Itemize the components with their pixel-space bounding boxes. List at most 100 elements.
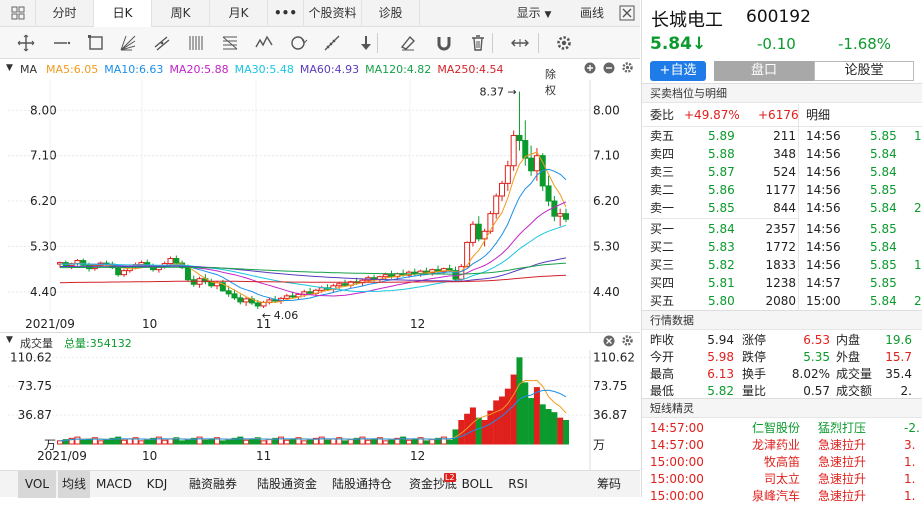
volume-header: ▼ 成交量 总量:354132 [0,332,640,350]
indicator-tab[interactable]: RSI [508,477,528,491]
volume-bar [312,437,319,445]
orderbook-level-label: 买五 [650,294,675,308]
quote-value: 0.57 [803,384,830,398]
trade-time: 14:56 [806,222,841,236]
indicator-tab[interactable]: 均线 [58,471,90,498]
volume-bar [155,436,162,445]
alert-stock-name[interactable]: 牧高笛 [763,455,800,469]
volume-bar [400,436,407,445]
eraser-icon[interactable] [398,33,418,53]
tab-intraday[interactable]: 分时 [36,0,94,27]
close-drawing-button[interactable] [614,0,640,27]
indicator-tab[interactable]: KDJ [146,477,168,491]
alert-stock-name[interactable]: 龙津药业 [751,438,800,452]
crosshair-icon[interactable] [16,33,36,53]
tab-more[interactable]: ••• [268,0,304,27]
lock-icon[interactable] [510,33,530,53]
candle [196,276,203,288]
indicator-settings-icon[interactable] [621,334,634,350]
tab-profile[interactable]: 个股资料 [304,0,362,27]
volume-bar [144,439,151,445]
alert-stock-name[interactable]: 仁智股份 [751,421,800,435]
close-indicator-icon[interactable] [603,335,615,350]
orderbook-level-label: 卖二 [650,183,675,197]
indicator-tab[interactable]: 融资融券 [188,477,237,491]
fan-icon[interactable] [118,33,138,53]
wave-icon[interactable] [254,33,274,53]
indicator-tab[interactable]: 筹码 [596,477,621,491]
orderbook-volume: 1772 [765,240,796,254]
ma-legend-item: MA250:4.54 [437,63,504,76]
indicator-tab[interactable]: 陆股通资金 [256,477,317,491]
indicator-tab[interactable]: 陆股通持仓 [331,477,392,491]
draw-line-button[interactable]: 画线 [579,6,604,20]
indicator-tab-bar: VOL 均线 MACD KDJ 融资融券 陆股通资金 陆股通持仓 资金抄底 BOLL RSI 筹码 L… [0,470,640,498]
candle [347,280,354,288]
kline-chart[interactable]: 8.00 8.00 7.10 7.10 6.20 6.20 5.30 5.30 4.40 4.40… [0,80,640,332]
trash-icon[interactable] [468,33,488,53]
trade-price: 5.84 [870,240,897,254]
orderbook-volume: 2080 [765,294,796,308]
trade-price: 5.85 [870,276,897,290]
candle [458,264,465,282]
alert-stock-name[interactable]: 泉峰汽车 [751,489,800,503]
fib-icon[interactable] [220,33,240,53]
quote-label: 内盘 [836,333,861,347]
tab-diagnose[interactable]: 诊股 [362,0,420,27]
zoom-in-icon[interactable] [584,62,596,77]
volume-bar [57,440,63,445]
hline-icon[interactable] [52,33,72,53]
gann-icon[interactable] [186,33,206,53]
volume-bar [109,437,116,445]
quote-value: 15.7 [885,350,912,364]
grid-icon[interactable] [0,0,36,27]
vol-tick-left: 36.87 [18,408,52,422]
alert-stock-name[interactable]: 司太立 [763,472,800,486]
arrow-icon[interactable] [356,33,376,53]
trade-volume: 2 [914,201,922,215]
ma-legend: ▼ MA MA5:6.05 MA10:6.63 MA20:5.88 MA30:5.48… [0,60,640,97]
candle [464,241,471,268]
volume-bar [272,437,279,445]
tab-monthly-k[interactable]: 月K [210,0,268,27]
settings-icon[interactable] [554,33,574,53]
chart-settings-icon[interactable] [621,61,634,77]
tab-weekly-k[interactable]: 周K [152,0,210,27]
indicator-tab[interactable]: VOL [18,471,56,498]
volume-bar [120,439,127,445]
drawing-toolbar [0,27,640,59]
quote-value: 2. [900,384,912,398]
display-dropdown[interactable]: 显示 ▼ [508,0,560,27]
high-arrow-icon: → [507,86,516,99]
indicator-tab[interactable]: MACD [96,477,132,491]
volume-bar [440,436,447,445]
tab-order-book[interactable]: 盘口 [714,61,814,81]
vol-x-label: 2021/09 [37,449,87,463]
candle [481,228,488,247]
volume-bar [318,436,325,445]
ratio-label: 委比 [650,108,675,122]
cycle-icon[interactable] [288,33,308,53]
orderbook-level-label: 买二 [650,240,675,254]
add-watchlist-button[interactable]: +自选 [650,61,706,81]
candle [248,295,255,305]
collapse-icon[interactable]: ▼ [6,63,13,73]
measure-icon[interactable] [322,33,342,53]
rect-icon[interactable] [86,33,106,53]
new-badge-icon: L2 [444,473,456,482]
y-tick-label-right: 6.20 [593,194,620,208]
parallel-icon[interactable] [152,33,172,53]
alert-event: 急速拉升 [818,472,867,486]
indicator-tab[interactable]: BOLL [461,477,493,491]
magnet-icon[interactable] [434,33,454,53]
tab-daily-k[interactable]: 日K [94,0,152,27]
collapse-icon[interactable]: ▼ [6,335,13,345]
quote-label: 涨停 [742,333,767,347]
trade-time: 14:56 [806,201,841,215]
tab-forum[interactable]: 论股堂 [814,61,914,81]
zoom-out-icon[interactable] [603,62,615,77]
alert-value: 1. [904,472,916,486]
volume-bar [103,439,110,445]
volume-bar [324,439,331,445]
